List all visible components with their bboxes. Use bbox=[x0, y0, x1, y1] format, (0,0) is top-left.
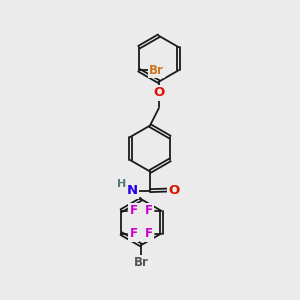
Text: F: F bbox=[145, 227, 153, 240]
Text: F: F bbox=[145, 204, 153, 217]
Text: Br: Br bbox=[134, 256, 148, 269]
Text: O: O bbox=[153, 86, 164, 99]
Text: N: N bbox=[127, 184, 138, 197]
Text: O: O bbox=[169, 184, 180, 196]
Text: F: F bbox=[130, 227, 138, 240]
Text: Br: Br bbox=[149, 64, 164, 77]
Text: F: F bbox=[130, 204, 138, 217]
Text: H: H bbox=[116, 179, 126, 189]
